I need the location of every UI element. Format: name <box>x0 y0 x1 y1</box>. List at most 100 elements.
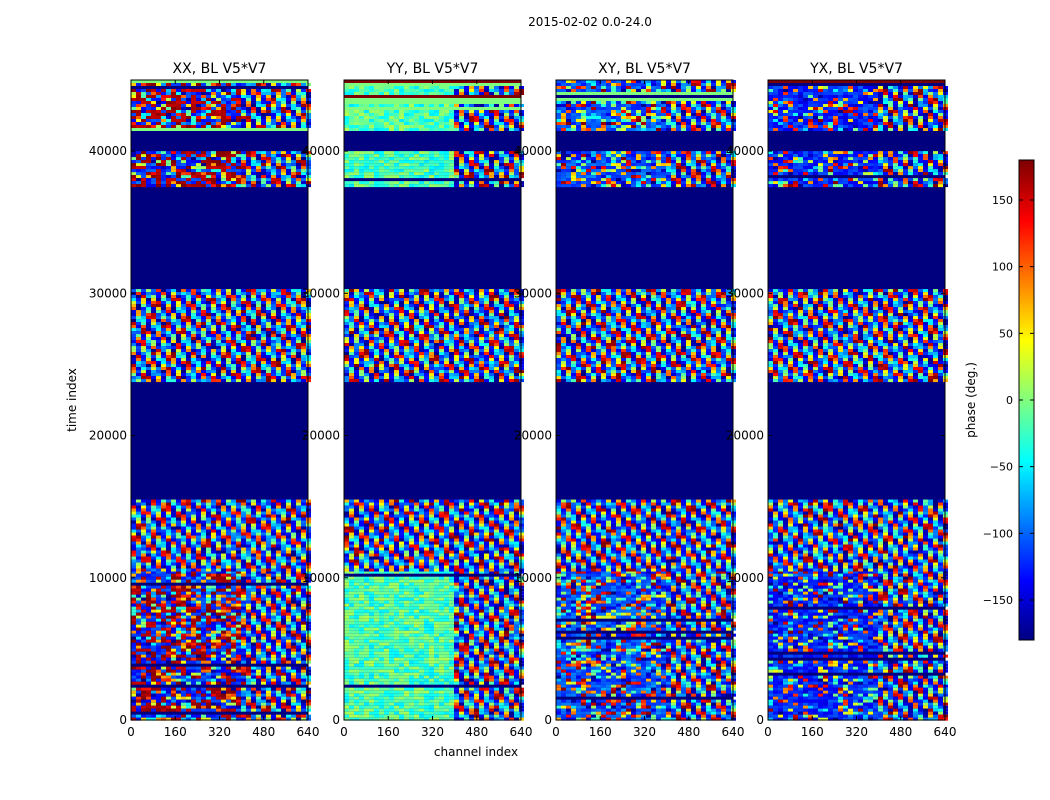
heatmap-cell <box>241 163 246 167</box>
heatmap-cell <box>231 178 236 182</box>
heatmap-cell <box>241 113 246 116</box>
heatmap-cell <box>186 104 191 107</box>
heatmap-cell <box>186 624 191 628</box>
heatmap-cell <box>206 313 211 317</box>
heatmap-cell <box>176 579 181 583</box>
heatmap-cell <box>191 364 196 368</box>
heatmap-cell <box>241 633 246 637</box>
heatmap-cell <box>166 301 171 305</box>
heatmap-cell <box>186 550 191 554</box>
heatmap-cell <box>186 181 191 185</box>
heatmap-cell <box>131 615 136 619</box>
heatmap-cell <box>216 166 221 170</box>
heatmap-cell <box>444 600 449 604</box>
heatmap-cell <box>291 612 296 616</box>
heatmap-cell <box>191 702 196 706</box>
heatmap-cell <box>296 544 301 548</box>
heatmap-cell <box>206 666 211 670</box>
heatmap-cell <box>151 535 156 539</box>
heatmap-cell <box>236 669 241 673</box>
heatmap-cell <box>156 570 161 574</box>
heatmap-cell <box>181 606 186 610</box>
heatmap-cell <box>161 678 166 682</box>
heatmap-cell <box>196 636 201 640</box>
heatmap-cell <box>384 588 389 592</box>
heatmap-cell <box>196 367 201 371</box>
heatmap-cell <box>301 110 306 113</box>
heatmap-cell <box>499 597 504 601</box>
heatmap-cell <box>281 621 286 625</box>
heatmap-cell <box>176 639 181 643</box>
heatmap-cell <box>474 600 479 604</box>
heatmap-cell <box>181 316 186 320</box>
heatmap-cell <box>276 708 281 712</box>
heatmap-cell <box>256 657 261 661</box>
heatmap-cell <box>379 588 384 592</box>
heatmap-cell <box>286 107 291 110</box>
heatmap-cell <box>196 379 201 383</box>
heatmap-cell <box>191 343 196 347</box>
heatmap-cell <box>231 370 236 374</box>
heatmap-cell <box>261 151 266 155</box>
heatmap-cell <box>246 343 251 347</box>
heatmap-cell <box>276 550 281 554</box>
heatmap-cell <box>191 523 196 527</box>
heatmap-cell <box>504 576 509 580</box>
heatmap-cell <box>181 367 186 371</box>
heatmap-cell <box>211 678 216 682</box>
heatmap-cell <box>241 325 246 329</box>
heatmap-cell <box>151 157 156 161</box>
heatmap-cell <box>271 642 276 646</box>
heatmap-cell <box>171 532 176 536</box>
heatmap-cell <box>256 313 261 317</box>
heatmap-cell <box>211 570 216 574</box>
heatmap-cell <box>276 702 281 706</box>
heatmap-cell <box>281 573 286 577</box>
heatmap-cell <box>359 576 364 580</box>
heatmap-cell <box>296 550 301 554</box>
heatmap-cell <box>241 693 246 697</box>
heatmap-cell <box>186 606 191 610</box>
heatmap-cell <box>191 588 196 592</box>
heatmap-cell <box>201 340 206 344</box>
heatmap-cell <box>156 520 161 524</box>
heatmap-cell <box>434 576 439 580</box>
heatmap-cell <box>196 514 201 518</box>
heatmap-cell <box>156 532 161 536</box>
heatmap-cell <box>281 681 286 685</box>
heatmap-cell <box>221 122 226 125</box>
heatmap-cell <box>296 104 301 107</box>
heatmap-cell <box>141 523 146 527</box>
heatmap-cell <box>196 499 201 503</box>
heatmap-cell <box>241 562 246 566</box>
heatmap-cell <box>424 585 429 589</box>
heatmap-cell <box>206 502 211 506</box>
heatmap-cell <box>161 343 166 347</box>
heatmap-cell <box>231 166 236 170</box>
heatmap-cell <box>176 588 181 592</box>
heatmap-cell <box>176 98 181 101</box>
heatmap-cell <box>166 603 171 607</box>
heatmap-cell <box>161 313 166 317</box>
heatmap-cell <box>201 343 206 347</box>
heatmap-cell <box>186 702 191 706</box>
heatmap-cell <box>156 313 161 317</box>
heatmap-cell <box>171 337 176 341</box>
heatmap-cell <box>146 373 151 377</box>
heatmap-cell <box>146 603 151 607</box>
heatmap-cell <box>241 600 246 604</box>
heatmap-cell <box>221 325 226 329</box>
heatmap-cell <box>291 151 296 155</box>
heatmap-cell <box>291 373 296 377</box>
heatmap-cell <box>161 83 166 86</box>
heatmap-cell <box>221 125 226 128</box>
heatmap-cell <box>286 508 291 512</box>
heatmap-cell <box>141 379 146 383</box>
heatmap-cell <box>256 570 261 574</box>
heatmap-cell <box>186 681 191 685</box>
heatmap-cell <box>131 160 136 164</box>
heatmap-cell <box>236 508 241 512</box>
heatmap-cell <box>251 98 256 101</box>
heatmap-cell <box>286 373 291 377</box>
heatmap-cell <box>286 157 291 161</box>
